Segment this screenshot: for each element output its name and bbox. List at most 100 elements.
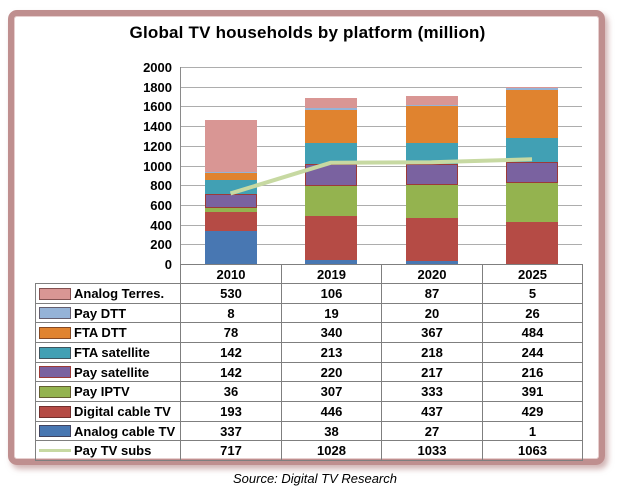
legend-swatch-line — [39, 449, 71, 452]
bar-segment-digital-cable-tv — [305, 216, 357, 260]
value-cell: 87 — [381, 283, 483, 304]
bar-segment-pay-satellite — [305, 164, 357, 186]
legend-cell-fta-dtt: FTA DTT — [35, 322, 181, 343]
gridline — [180, 106, 582, 107]
bar-segment-fta-satellite — [305, 143, 357, 164]
bar-segment-digital-cable-tv — [506, 222, 558, 264]
value-cell: 213 — [281, 342, 382, 363]
year-cell-2010: 2010 — [180, 264, 282, 284]
value-cell: 106 — [281, 283, 382, 304]
legend-cell-analog-cable-tv: Analog cable TV — [35, 421, 181, 441]
legend-label: FTA satellite — [74, 345, 150, 360]
value-cell: 220 — [281, 362, 382, 382]
bar-segment-analog-terres- — [305, 98, 357, 108]
y-axis-label: 1800 — [143, 80, 172, 95]
value-cell: 217 — [381, 362, 483, 382]
legend-label: Digital cable TV — [74, 404, 171, 419]
y-axis-label: 200 — [150, 237, 172, 252]
y-axis-line — [180, 67, 181, 264]
value-cell: 142 — [180, 342, 282, 363]
value-cell: 142 — [180, 362, 282, 382]
pay-tv-subs-polyline — [229, 157, 533, 196]
value-cell: 216 — [482, 362, 583, 382]
value-cell: 530 — [180, 283, 282, 304]
legend-cell-digital-cable-tv: Digital cable TV — [35, 401, 181, 422]
bar-segment-pay-satellite — [406, 164, 458, 185]
value-cell: 244 — [482, 342, 583, 363]
gridline — [180, 225, 582, 226]
y-axis-label: 1400 — [143, 119, 172, 134]
value-cell: 1 — [482, 421, 583, 441]
value-cell: 27 — [381, 421, 483, 441]
bar-segment-fta-satellite — [205, 180, 257, 194]
value-cell: 307 — [281, 381, 382, 402]
y-axis-label: 1000 — [143, 159, 172, 174]
legend-label: Pay IPTV — [74, 384, 130, 399]
legend-label: Analog cable TV — [74, 423, 176, 439]
value-cell: 38 — [281, 421, 382, 441]
bar-segment-pay-dtt — [205, 172, 257, 173]
value-cell: 8 — [180, 303, 282, 323]
bar-segment-digital-cable-tv — [205, 212, 257, 231]
bar-segment-analog-terres- — [506, 87, 558, 88]
bar-segment-fta-dtt — [506, 90, 558, 138]
bar-segment-fta-dtt — [305, 110, 357, 143]
bar-segment-analog-cable-tv — [205, 231, 257, 264]
legend-swatch-bar — [39, 287, 71, 300]
y-axis-label: 600 — [150, 198, 172, 213]
bar-segment-analog-cable-tv — [406, 261, 458, 264]
bar-segment-pay-dtt — [406, 105, 458, 106]
year-cell-2019: 2019 — [281, 264, 382, 284]
y-axis-label: 800 — [150, 178, 172, 193]
y-axis-label: 400 — [150, 218, 172, 233]
value-cell: 1033 — [381, 440, 483, 461]
bar-segment-pay-satellite — [506, 162, 558, 183]
value-cell: 717 — [180, 440, 282, 461]
value-cell: 484 — [482, 322, 583, 343]
chart-title: Global TV households by platform (millio… — [129, 23, 486, 42]
value-cell: 1063 — [482, 440, 583, 461]
legend-cell-analog-terres-: Analog Terres. — [35, 283, 181, 304]
bar-segment-fta-satellite — [506, 138, 558, 162]
legend-swatch-bar — [39, 425, 71, 437]
legend-cell-pay-iptv: Pay IPTV — [35, 381, 181, 402]
bar-segment-digital-cable-tv — [406, 218, 458, 261]
gridline — [180, 126, 582, 127]
bar-segment-fta-dtt — [205, 173, 257, 180]
bar-segment-pay-dtt — [305, 108, 357, 110]
gridline — [180, 146, 582, 147]
value-cell: 429 — [482, 401, 583, 422]
legend-swatch-bar — [39, 326, 71, 339]
value-cell: 333 — [381, 381, 483, 402]
value-cell: 337 — [180, 421, 282, 441]
legend-label: FTA DTT — [74, 325, 127, 340]
value-cell: 20 — [381, 303, 483, 323]
value-cell: 446 — [281, 401, 382, 422]
bar-segment-fta-satellite — [406, 143, 458, 164]
value-cell: 19 — [281, 303, 382, 323]
bar-segment-analog-cable-tv — [305, 260, 357, 264]
gridline — [180, 244, 582, 245]
value-cell: 340 — [281, 322, 382, 343]
gridline — [180, 205, 582, 206]
bar-segment-pay-iptv — [406, 185, 458, 218]
bar-segment-analog-terres- — [205, 120, 257, 172]
y-axis-label: 1600 — [143, 99, 172, 114]
y-axis-label: 0 — [164, 257, 172, 272]
legend-swatch-bar — [39, 405, 71, 418]
source-caption: Source: Digital TV Research — [232, 471, 397, 486]
bar-segment-pay-dtt — [506, 88, 558, 90]
value-cell: 78 — [180, 322, 282, 343]
gridline — [180, 87, 582, 88]
legend-cell-pay-dtt: Pay DTT — [35, 303, 181, 323]
bar-segment-pay-satellite — [205, 194, 257, 208]
value-cell: 391 — [482, 381, 583, 402]
value-cell: 193 — [180, 401, 282, 422]
value-cell: 36 — [180, 381, 282, 402]
bar-segment-pay-iptv — [305, 186, 357, 216]
legend-label: Pay TV subs — [74, 443, 152, 458]
year-cell-2020: 2020 — [381, 264, 483, 284]
legend-cell-fta-satellite: FTA satellite — [35, 342, 181, 363]
